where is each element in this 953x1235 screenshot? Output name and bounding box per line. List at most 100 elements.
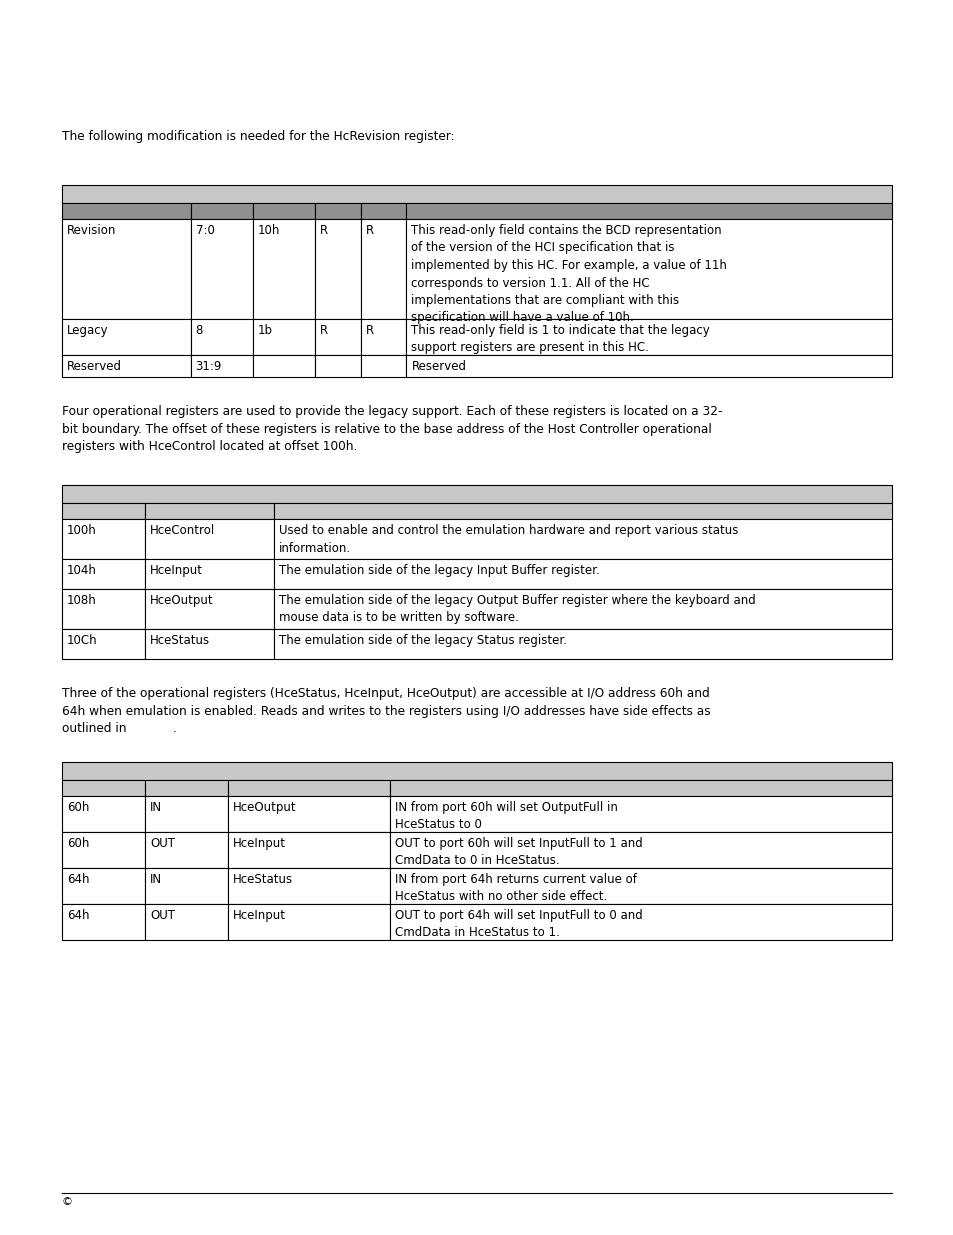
Text: OUT to port 60h will set InputFull to 1 and
CmdData to 0 in HceStatus.: OUT to port 60h will set InputFull to 1 … — [395, 837, 642, 867]
Bar — [228, 797, 390, 832]
Bar — [62, 485, 891, 503]
Bar — [314, 354, 360, 377]
Bar — [145, 781, 228, 797]
Text: Legacy: Legacy — [67, 324, 109, 337]
Text: HceInput: HceInput — [233, 837, 286, 850]
Text: HceControl: HceControl — [150, 524, 215, 537]
Text: HceStatus: HceStatus — [233, 873, 293, 885]
Text: Revision: Revision — [67, 224, 116, 237]
Bar — [274, 629, 891, 659]
Bar — [145, 868, 228, 904]
Text: Reserved: Reserved — [67, 359, 122, 373]
Bar — [253, 219, 314, 319]
Bar — [390, 781, 891, 797]
Text: Reserved: Reserved — [411, 359, 466, 373]
Bar — [62, 185, 891, 203]
Bar — [62, 797, 145, 832]
Bar — [390, 832, 891, 868]
Text: HceStatus: HceStatus — [150, 634, 210, 647]
Bar — [274, 519, 891, 559]
Bar — [314, 203, 360, 219]
Text: HceInput: HceInput — [233, 909, 286, 923]
Bar — [191, 354, 253, 377]
Text: 8: 8 — [195, 324, 203, 337]
Bar — [191, 319, 253, 354]
Bar — [62, 519, 145, 559]
Text: OUT to port 64h will set InputFull to 0 and
CmdData in HceStatus to 1.: OUT to port 64h will set InputFull to 0 … — [395, 909, 642, 940]
Bar — [62, 203, 191, 219]
Text: IN: IN — [150, 802, 162, 814]
Text: OUT: OUT — [150, 909, 174, 923]
Text: HceOutput: HceOutput — [233, 802, 296, 814]
Bar — [62, 219, 191, 319]
Text: Three of the operational registers (HceStatus, HceInput, HceOutput) are accessib: Three of the operational registers (HceS… — [62, 687, 710, 735]
Bar — [228, 781, 390, 797]
Bar — [191, 203, 253, 219]
Bar — [390, 868, 891, 904]
Bar — [228, 868, 390, 904]
Text: 10h: 10h — [257, 224, 280, 237]
Bar — [62, 781, 145, 797]
Bar — [253, 203, 314, 219]
Text: OUT: OUT — [150, 837, 174, 850]
Bar — [390, 904, 891, 940]
Bar — [360, 219, 406, 319]
Bar — [62, 559, 145, 589]
Bar — [390, 797, 891, 832]
Bar — [274, 559, 891, 589]
Bar — [62, 762, 891, 781]
Text: This read-only field is 1 to indicate that the legacy
support registers are pres: This read-only field is 1 to indicate th… — [411, 324, 709, 354]
Bar — [191, 219, 253, 319]
Bar — [62, 503, 145, 519]
Text: 10Ch: 10Ch — [67, 634, 97, 647]
Text: R: R — [320, 224, 328, 237]
Bar — [62, 319, 191, 354]
Bar — [406, 203, 891, 219]
Bar — [406, 319, 891, 354]
Bar — [228, 904, 390, 940]
Bar — [406, 219, 891, 319]
Text: 60h: 60h — [67, 802, 90, 814]
Text: The emulation side of the legacy Input Buffer register.: The emulation side of the legacy Input B… — [278, 564, 598, 577]
Bar — [145, 589, 274, 629]
Text: IN: IN — [150, 873, 162, 885]
Bar — [62, 354, 191, 377]
Text: 60h: 60h — [67, 837, 90, 850]
Text: The emulation side of the legacy Output Buffer register where the keyboard and
m: The emulation side of the legacy Output … — [278, 594, 755, 625]
Bar — [62, 868, 145, 904]
Bar — [145, 503, 274, 519]
Text: HceInput: HceInput — [150, 564, 203, 577]
Text: IN from port 60h will set OutputFull in
HceStatus to 0: IN from port 60h will set OutputFull in … — [395, 802, 618, 831]
Text: 104h: 104h — [67, 564, 97, 577]
Text: R: R — [365, 224, 374, 237]
Bar — [145, 904, 228, 940]
Bar — [253, 354, 314, 377]
Text: Four operational registers are used to provide the legacy support. Each of these: Four operational registers are used to p… — [62, 405, 721, 453]
Text: 64h: 64h — [67, 909, 90, 923]
Bar — [62, 904, 145, 940]
Text: This read-only field contains the BCD representation
of the version of the HCI s: This read-only field contains the BCD re… — [411, 224, 726, 325]
Text: 100h: 100h — [67, 524, 96, 537]
Bar — [360, 203, 406, 219]
Bar — [253, 319, 314, 354]
Bar — [360, 354, 406, 377]
Bar — [62, 589, 145, 629]
Text: 1b: 1b — [257, 324, 273, 337]
Bar — [360, 319, 406, 354]
Bar — [274, 589, 891, 629]
Bar — [406, 354, 891, 377]
Text: ©: © — [62, 1197, 73, 1207]
Bar — [145, 519, 274, 559]
Bar — [314, 319, 360, 354]
Bar — [62, 832, 145, 868]
Text: HceOutput: HceOutput — [150, 594, 213, 606]
Bar — [145, 797, 228, 832]
Text: 7:0: 7:0 — [195, 224, 214, 237]
Text: 64h: 64h — [67, 873, 90, 885]
Text: The emulation side of the legacy Status register.: The emulation side of the legacy Status … — [278, 634, 566, 647]
Bar — [228, 832, 390, 868]
Text: R: R — [365, 324, 374, 337]
Text: Used to enable and control the emulation hardware and report various status
info: Used to enable and control the emulation… — [278, 524, 738, 555]
Text: The following modification is needed for the HcRevision register:: The following modification is needed for… — [62, 130, 454, 143]
Text: IN from port 64h returns current value of
HceStatus with no other side effect.: IN from port 64h returns current value o… — [395, 873, 636, 904]
